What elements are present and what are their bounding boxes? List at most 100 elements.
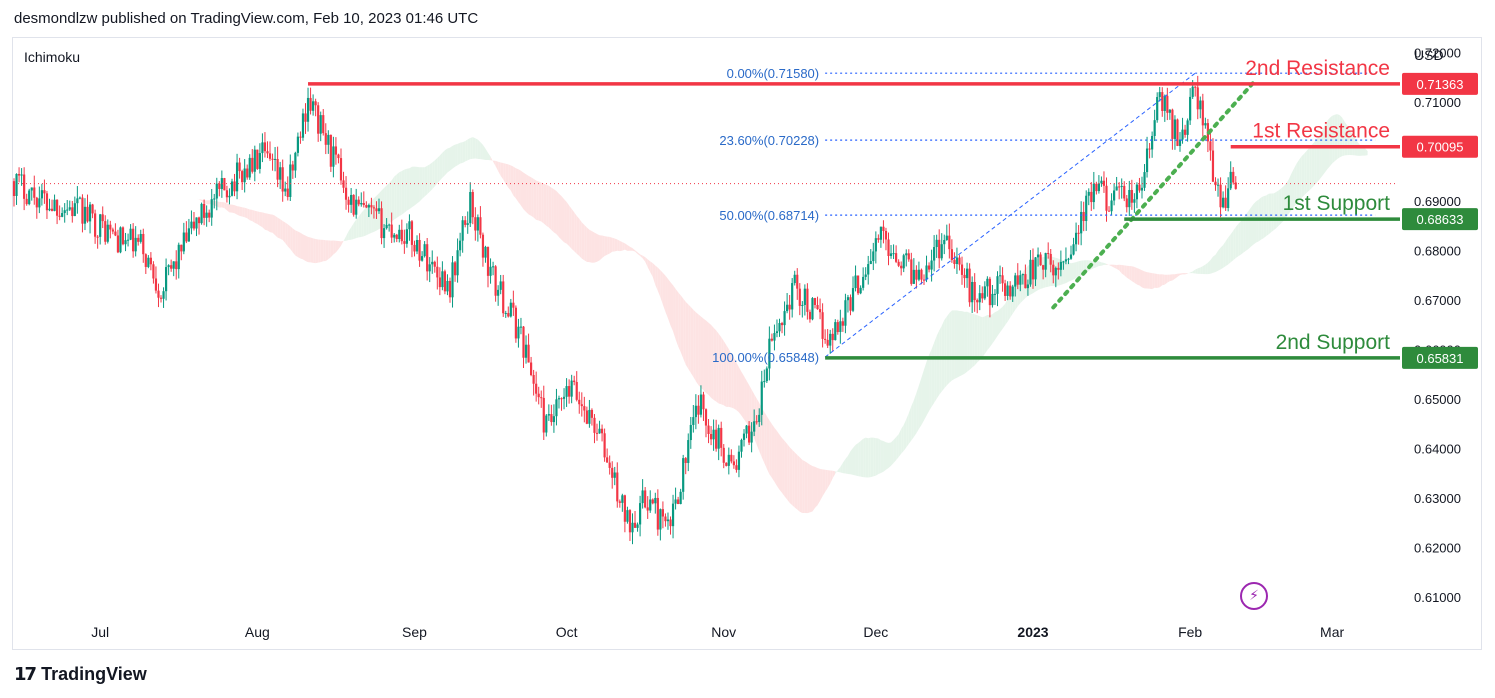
candle-body [943,239,946,245]
candle-body [1031,259,1035,280]
candle-body [504,313,507,315]
cloud-segment [972,313,975,368]
cloud-segment [898,428,902,458]
candle-body [1138,184,1141,191]
candle-body [71,207,74,217]
candle-body [215,183,218,199]
candle-body [327,134,330,145]
candle-body [1130,189,1133,203]
candle-body [917,269,921,280]
cloud-segment [992,312,995,344]
candle-body [552,416,556,423]
candle-body [489,266,492,276]
candle-body [190,221,193,229]
cloud-segment [830,470,833,484]
cloud-segment [685,301,689,369]
cloud-segment [356,216,359,239]
candle-body [453,262,457,276]
cloud-segment [855,443,859,477]
cloud-segment [989,314,993,347]
cloud-segment [424,165,428,197]
candle-body [271,158,274,160]
cloud-segment [270,214,273,233]
candle-body [770,338,774,341]
cloud-segment [242,207,245,218]
candle-body [524,344,528,358]
candle-body [276,158,279,180]
cloud-segment [863,437,866,478]
cloud-segment [1157,274,1160,289]
candle-body [362,202,365,206]
candle-body [616,472,619,502]
candle-body [968,268,971,303]
candle-body [1194,86,1197,88]
candle-body [497,289,500,296]
candle-body [1064,259,1068,262]
cloud-segment [1301,153,1305,198]
cloud-segment [477,139,481,160]
candle-body [395,234,398,240]
cloud-segment [553,189,557,235]
cloud-segment [1121,265,1125,276]
cloud-segment [1205,262,1208,275]
level-name: 1st Resistance [1252,120,1390,143]
candle-body [659,509,662,530]
cloud-segment [551,187,554,233]
cloud-segment [384,185,387,227]
candle-body [78,197,82,199]
cloud-segment [145,184,149,196]
fib-trend-line [824,72,1196,358]
candle-body [702,394,705,410]
candle-body [109,224,112,230]
candle-body [555,399,558,417]
candle-body [902,255,905,269]
cloud-segment [1294,163,1297,207]
candle-body [1080,211,1083,234]
candle-body [428,264,431,272]
cloud-segment [1005,299,1008,326]
cloud-segment [485,148,489,161]
candle-body [578,399,581,405]
cloud-segment [224,202,227,211]
candle-body [798,288,801,306]
lightning-icon[interactable]: ⚡ [1240,582,1268,610]
candle-body [583,406,586,411]
candle-body [621,495,624,503]
candle-body [448,280,452,298]
cloud-segment [1200,266,1203,275]
candle-body [867,264,870,275]
cloud-segment [931,342,935,407]
candle-body [550,414,553,423]
candle-body [177,244,180,270]
candle-body [398,229,401,240]
cloud-segment [597,233,600,262]
candle-body [1009,285,1012,297]
candle-body [565,386,568,397]
x-tick-label: Jul [91,624,109,640]
candle-body [803,288,806,305]
candle-body [801,304,804,306]
cloud-segment [361,209,364,237]
candle-body [101,214,104,222]
candle-body [405,229,408,244]
cloud-segment [500,162,504,180]
candle-body [783,311,786,326]
cloud-segment [756,398,760,451]
cloud-segment [328,240,331,260]
candle-body [1052,264,1055,276]
cloud-segment [561,196,565,243]
candle-body [768,338,771,369]
candle-body [91,204,94,214]
candle-body [1166,95,1169,113]
cloud-segment [769,420,772,478]
candle-body [476,217,479,231]
cloud-segment [244,207,248,219]
cloud-segment [893,437,897,463]
cloud-segment [348,227,352,241]
candle-body [613,472,616,478]
cloud-segment [1119,264,1122,274]
candle-body [831,333,834,341]
cloud-segment [308,236,311,263]
candle-body [725,462,728,466]
